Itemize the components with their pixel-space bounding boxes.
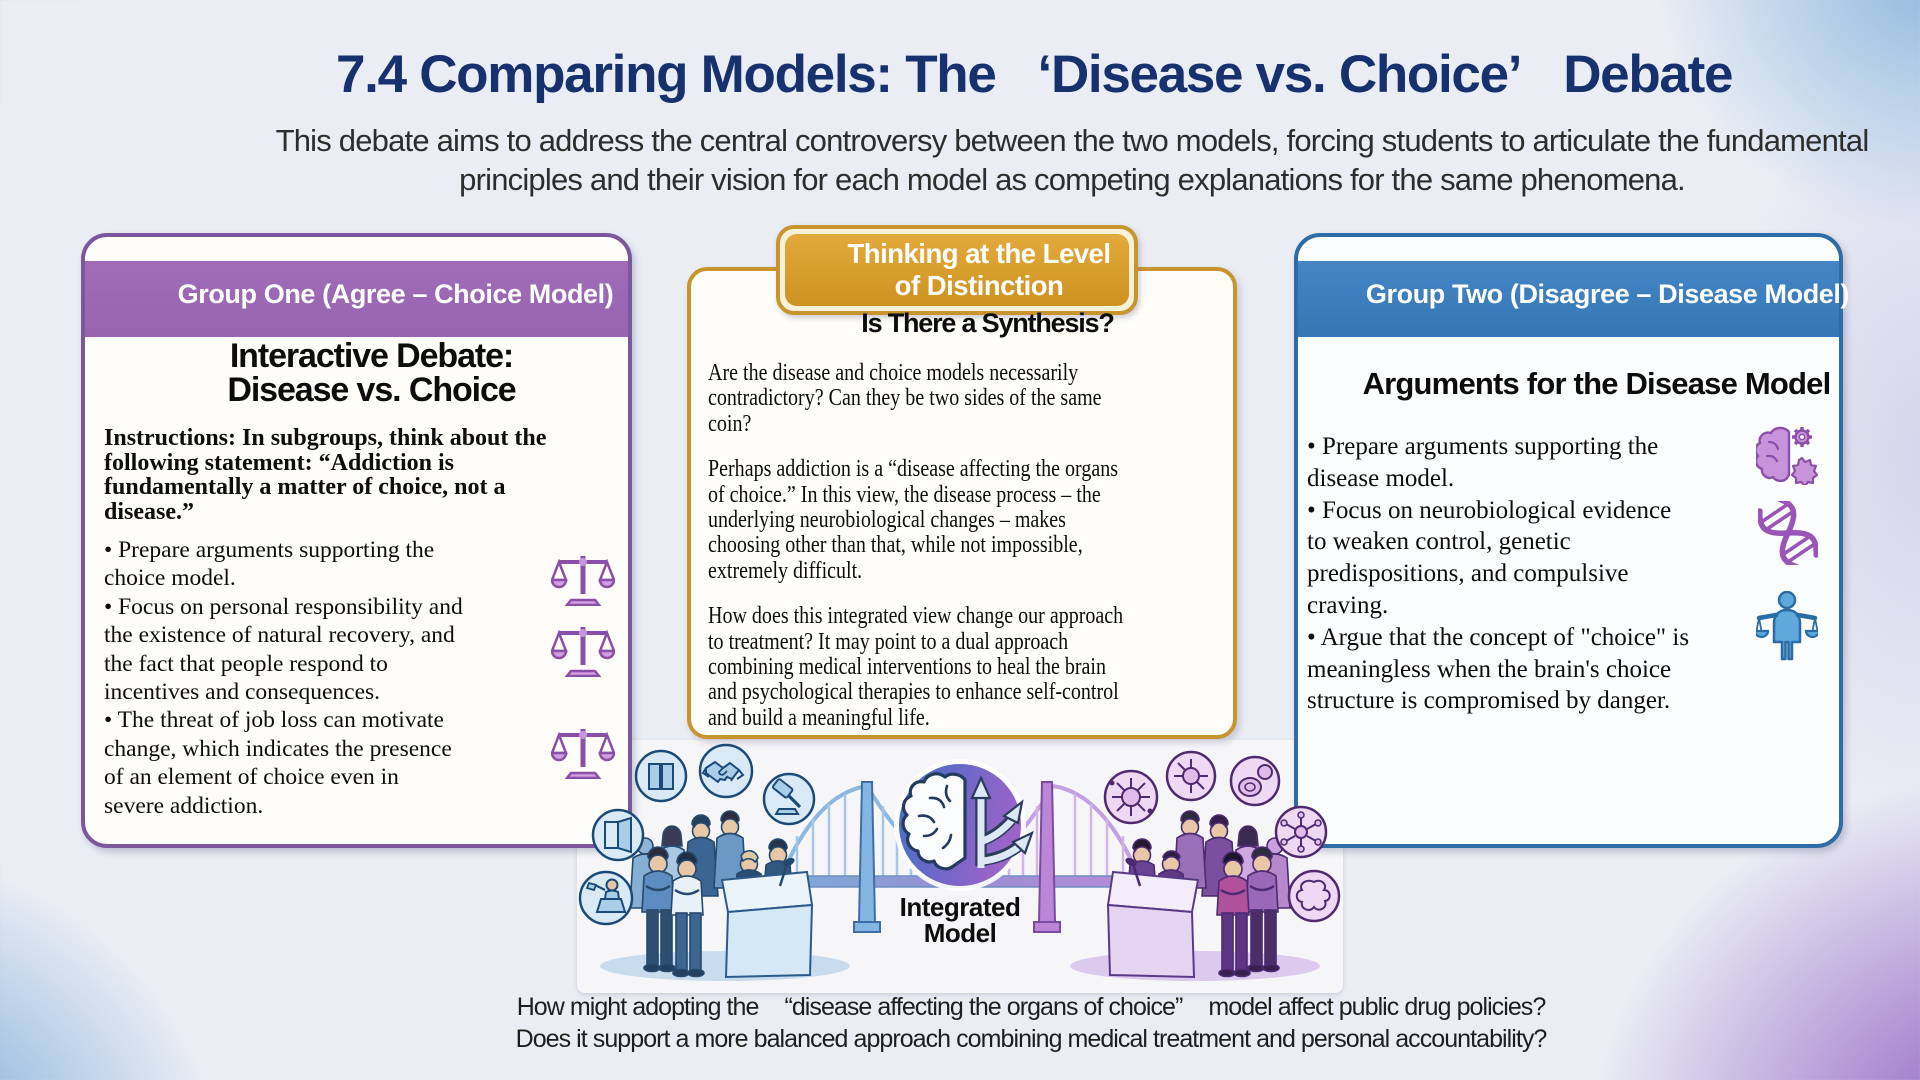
svg-text:Model: Model bbox=[924, 918, 997, 948]
svg-text:Integrated: Integrated bbox=[900, 892, 1021, 922]
